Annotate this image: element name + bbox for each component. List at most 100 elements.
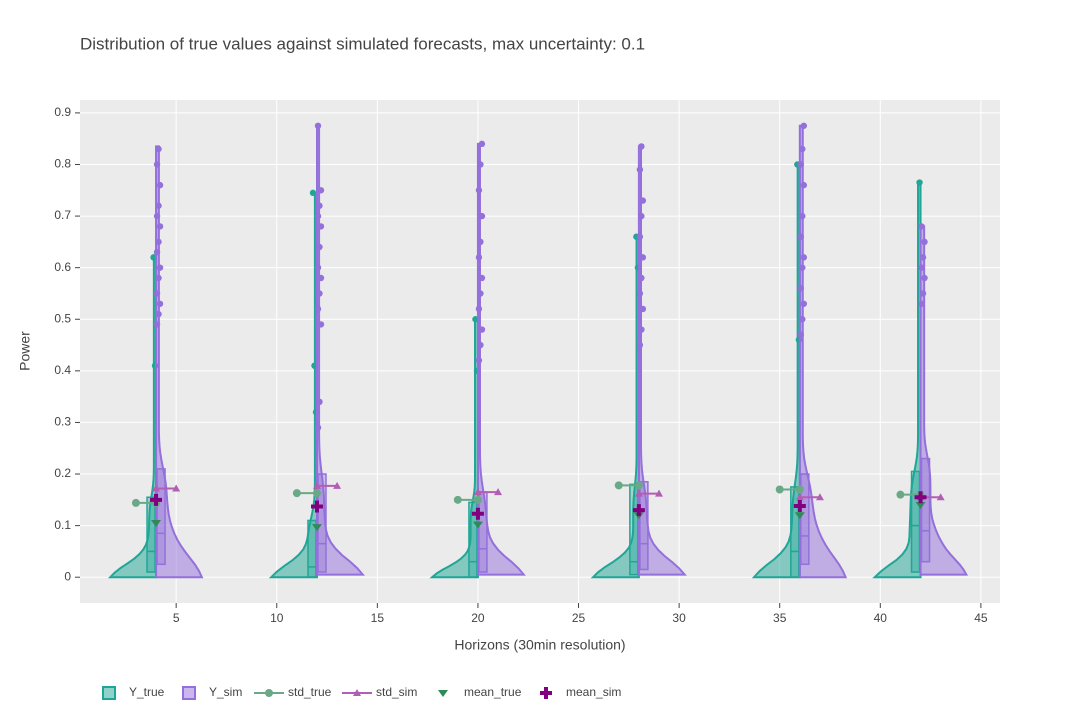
outlier-point	[475, 187, 483, 194]
violin	[872, 181, 922, 579]
std-marker	[634, 481, 643, 490]
outlier-point	[475, 254, 483, 261]
outlier-point	[156, 264, 164, 271]
mean-marker	[793, 500, 806, 513]
outlier-point	[636, 233, 644, 240]
legend-label: mean_true	[464, 685, 522, 699]
x-tick-label: 15	[371, 611, 385, 625]
std-marker	[795, 493, 804, 501]
outlier-point	[797, 161, 805, 168]
outlier-point	[155, 202, 162, 209]
outlier-point	[314, 264, 322, 271]
outlier-point	[918, 223, 925, 230]
std-marker	[172, 484, 181, 492]
outlier-point	[478, 326, 486, 333]
outlier-point	[638, 326, 645, 333]
outlier-point	[636, 290, 644, 297]
violin	[107, 256, 158, 579]
mean-marker	[794, 512, 805, 520]
outlier-point	[918, 264, 925, 271]
legend-swatch	[102, 686, 116, 700]
x-tick-label: 25	[572, 611, 586, 625]
outlier-point	[155, 310, 162, 318]
violin	[476, 142, 526, 576]
outlier-point	[316, 243, 323, 251]
outlier-point	[919, 254, 927, 261]
std-marker	[131, 498, 140, 507]
x-axis-title: Horizons (30min resolution)	[454, 637, 625, 653]
outlier-point	[155, 238, 162, 246]
violin	[637, 145, 687, 576]
mean-marker	[151, 520, 162, 528]
outlier-point	[316, 202, 323, 209]
outlier-point	[153, 290, 161, 297]
legend-swatch	[265, 689, 273, 697]
legend-label: mean_sim	[566, 685, 621, 699]
outlier-point	[156, 300, 164, 307]
outlier-point	[639, 197, 647, 204]
legend-swatch	[182, 686, 196, 700]
chart-title: Distribution of true values against simu…	[80, 34, 645, 53]
mean-marker	[914, 491, 927, 504]
mean-marker	[632, 504, 645, 517]
violin	[268, 191, 318, 579]
std-marker	[936, 493, 945, 501]
outlier-point	[477, 341, 484, 349]
outlier-point	[156, 181, 164, 189]
outlier-point	[316, 398, 323, 405]
outlier-point	[478, 212, 486, 220]
outlier-point	[800, 254, 808, 261]
box	[156, 468, 166, 566]
box	[920, 457, 931, 563]
outlier-point	[153, 161, 161, 168]
std-marker	[453, 495, 462, 504]
x-tick-label: 20	[471, 611, 485, 625]
mean-marker	[915, 501, 926, 509]
mean-marker	[311, 524, 322, 532]
mean-marker	[472, 521, 483, 529]
outlier-point	[475, 305, 483, 313]
outlier-point	[916, 179, 923, 186]
outlier-point	[314, 122, 322, 129]
box	[790, 486, 800, 578]
x-tick-label: 45	[974, 611, 988, 625]
box	[478, 491, 488, 573]
mean-marker	[150, 493, 163, 506]
x-tick-label: 5	[173, 611, 180, 625]
outlier-point	[316, 290, 323, 297]
std-marker	[473, 495, 482, 504]
x-tick-label: 10	[270, 611, 284, 625]
outlier-point	[317, 274, 325, 282]
y-axis-title: Power	[17, 331, 33, 371]
legend-label: std_sim	[376, 685, 417, 699]
outlier-point	[477, 161, 484, 168]
std-marker	[312, 481, 321, 489]
mean-marker	[310, 500, 323, 513]
violin	[590, 235, 640, 579]
y-tick-label: 0.6	[54, 260, 71, 274]
outlier-point	[478, 274, 486, 282]
outlier-point	[156, 223, 164, 230]
outlier-point	[155, 274, 162, 282]
outlier-point	[317, 187, 325, 194]
box	[317, 473, 327, 573]
outlier-point	[639, 254, 647, 261]
outlier-point	[800, 181, 808, 189]
std-marker	[312, 489, 321, 498]
y-tick-label: 0.8	[54, 157, 71, 171]
outlier-point	[153, 321, 161, 328]
outlier-point	[478, 140, 486, 148]
outlier-point	[153, 212, 161, 220]
violin	[751, 163, 801, 579]
y-tick-label: 0.2	[54, 466, 71, 480]
outlier-point	[799, 212, 806, 220]
outlier-point	[919, 290, 927, 297]
std-marker	[292, 489, 301, 498]
legend-label: Y_true	[129, 685, 165, 699]
outlier-point	[638, 212, 645, 220]
legend: Y_true Y_sim std_true std_sim mean_true mean_…	[102, 685, 621, 700]
box	[800, 473, 810, 566]
outlier-point	[317, 223, 325, 230]
std-marker	[654, 489, 663, 497]
